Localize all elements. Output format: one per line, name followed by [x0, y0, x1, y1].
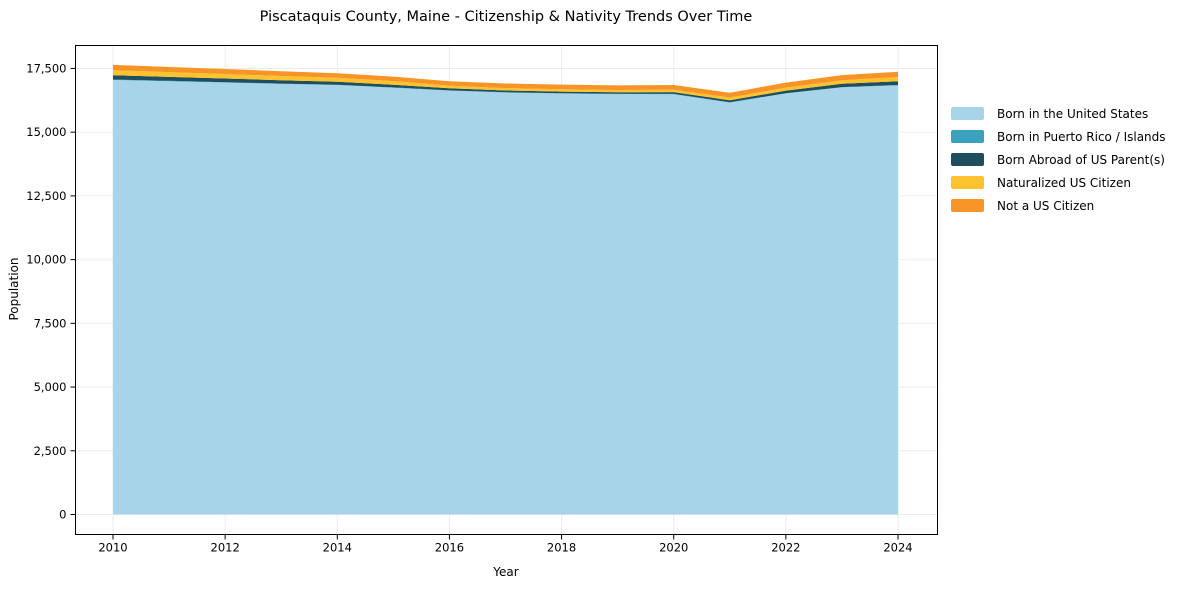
x-tick-label: 2018 — [547, 541, 576, 555]
legend-item: Naturalized US Citizen — [951, 171, 1166, 194]
legend-swatch — [951, 199, 984, 212]
legend-label: Not a US Citizen — [997, 198, 1095, 213]
legend: Born in the United States Born in Puerto … — [951, 102, 1166, 217]
y-tick-label: 17,500 — [26, 61, 66, 75]
area-series-3 — [113, 70, 898, 101]
x-tick-label: 2024 — [883, 541, 912, 555]
x-tick-label: 2016 — [435, 541, 464, 555]
x-tick-label: 2014 — [323, 541, 352, 555]
x-tick-label: 2012 — [211, 541, 240, 555]
legend-swatch — [951, 176, 984, 189]
y-tick-label: 5,000 — [34, 380, 67, 394]
legend-item: Born Abroad of US Parent(s) — [951, 148, 1166, 171]
area-series-2 — [113, 75, 898, 103]
y-tick-label: 12,500 — [26, 189, 66, 203]
legend-label: Naturalized US Citizen — [997, 175, 1131, 190]
y-axis-label: Population — [7, 257, 21, 321]
legend-item: Born in the United States — [951, 102, 1166, 125]
legend-label: Born in the United States — [997, 106, 1149, 121]
x-tick-label: 2022 — [771, 541, 800, 555]
legend-label: Born in Puerto Rico / Islands — [997, 129, 1166, 144]
legend-item: Born in Puerto Rico / Islands — [951, 125, 1166, 148]
x-tick-label: 2020 — [659, 541, 688, 555]
y-tick-label: 0 — [59, 508, 66, 522]
area-series-0 — [113, 79, 898, 515]
legend-item: Not a US Citizen — [951, 194, 1166, 217]
y-tick-label: 7,500 — [34, 316, 67, 330]
x-axis-label: Year — [493, 565, 519, 579]
y-tick-label: 15,000 — [26, 125, 66, 139]
legend-swatch — [951, 130, 984, 143]
legend-swatch — [951, 107, 984, 120]
plot-border — [75, 45, 938, 535]
x-tick-label: 2010 — [98, 541, 127, 555]
y-tick-label: 2,500 — [34, 444, 67, 458]
y-tick-label: 10,000 — [26, 253, 66, 267]
legend-label: Born Abroad of US Parent(s) — [997, 152, 1165, 167]
area-series-4 — [113, 64, 898, 98]
chart-title: Piscataquis County, Maine - Citizenship … — [259, 9, 753, 25]
legend-swatch — [951, 153, 984, 166]
